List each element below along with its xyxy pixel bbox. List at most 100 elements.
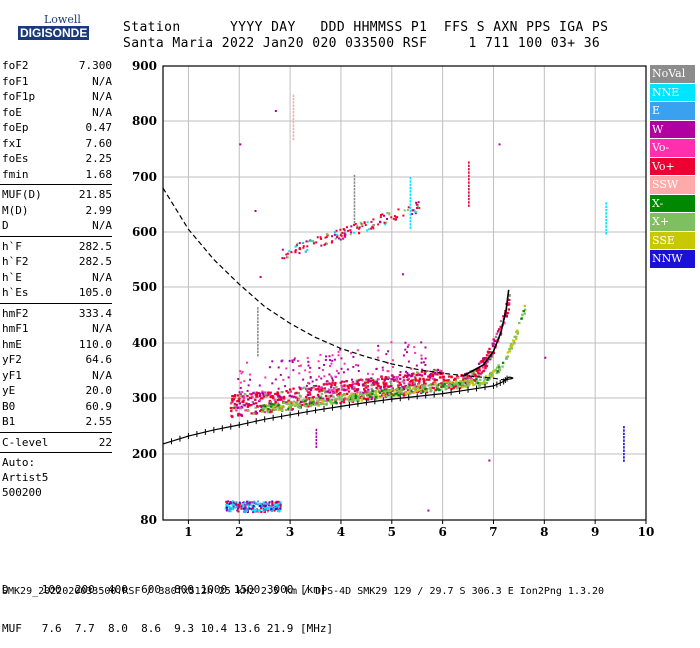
echo-point [496,366,499,369]
echo-point [414,210,417,213]
echo-point [298,365,301,368]
y-tick-label: 500 [132,280,157,294]
echo-point [292,104,295,107]
echo-point [407,360,410,363]
echo-point [379,221,382,224]
echo-point [385,382,388,385]
param-value: N/A [92,74,112,88]
echo-point [262,502,265,505]
echo-point [605,205,607,208]
echo-point [353,214,356,217]
param-row: MUF(D) 21.85 [0,187,112,203]
echo-point [315,403,318,406]
echo-point [268,402,271,405]
echo-point [242,510,245,513]
echo-point [352,399,356,402]
echo-point [269,509,272,512]
echo-point [405,375,409,379]
echo-point [244,501,247,504]
echo-point [422,361,425,364]
echo-point [289,400,292,403]
echo-point [420,391,423,395]
echo-point [293,404,297,408]
y-tick-label: 300 [132,391,157,405]
echo-point [400,390,403,393]
echo-point [489,371,492,374]
echo-point [409,200,412,203]
echo-point [419,390,423,393]
echo-point [392,392,396,395]
echo-point [354,394,358,397]
echo-point [411,209,414,212]
echo-point [420,354,423,357]
echo-point [478,367,481,370]
echo-point [466,386,469,389]
echo-point [507,302,511,305]
echo-point [623,439,625,442]
echo-point [427,384,430,387]
echo-point [267,393,271,396]
echo-point [382,393,385,396]
echo-point [488,375,492,378]
echo-point [286,256,289,259]
echo-point [461,383,464,386]
echo-point [472,373,476,376]
echo-point [483,363,487,366]
echo-point [379,216,382,219]
echo-point [343,230,346,233]
echo-point [404,370,407,373]
echo-point [458,382,462,385]
echo-point [372,380,376,383]
echo-point [402,214,405,217]
echo-point [487,378,491,381]
echo-point [309,404,313,407]
echo-point [253,505,256,508]
echo-point [242,501,245,504]
echo-point [399,377,402,380]
echo-point [350,386,354,389]
echo-point [358,226,361,229]
param-name: D [2,219,9,232]
echo-point [256,503,259,506]
echo-point [315,397,319,400]
echo-point [442,378,446,381]
echo-point [392,379,396,382]
echo-point [375,379,378,382]
echo-point [282,401,286,404]
echo-point [347,397,350,401]
echo-point [476,381,480,385]
echo-point [262,408,266,411]
echo-point [394,218,397,221]
echo-point [320,237,323,240]
echo-point [252,510,255,513]
echo-point [258,394,262,398]
echo-point [502,315,505,318]
echo-point [343,234,346,237]
echo-point [233,504,236,507]
param-value: 333.4 [78,306,112,320]
legend-entry-x-: X- [650,194,695,212]
echo-point [311,398,315,402]
echo-point [400,387,403,390]
x-tick-label: 2 [235,525,243,539]
echo-point [402,393,405,396]
echo-point [424,387,427,390]
echo-point [374,390,377,393]
echo-point [268,366,271,369]
echo-point [498,366,501,369]
echo-point [447,383,451,387]
echo-point [433,378,436,381]
echo-point [241,395,244,398]
echo-point [334,401,337,404]
echo-point [308,382,311,385]
echo-point [242,507,245,510]
param-row: hmE 110.0 [0,337,112,353]
param-row: C-level 22 [0,435,112,451]
echo-point [409,223,412,226]
echo-point [395,393,399,396]
echo-point [605,232,607,235]
echo-point [274,501,277,504]
echo-point [319,353,322,356]
echo-point [279,507,282,510]
echo-point [623,426,625,429]
